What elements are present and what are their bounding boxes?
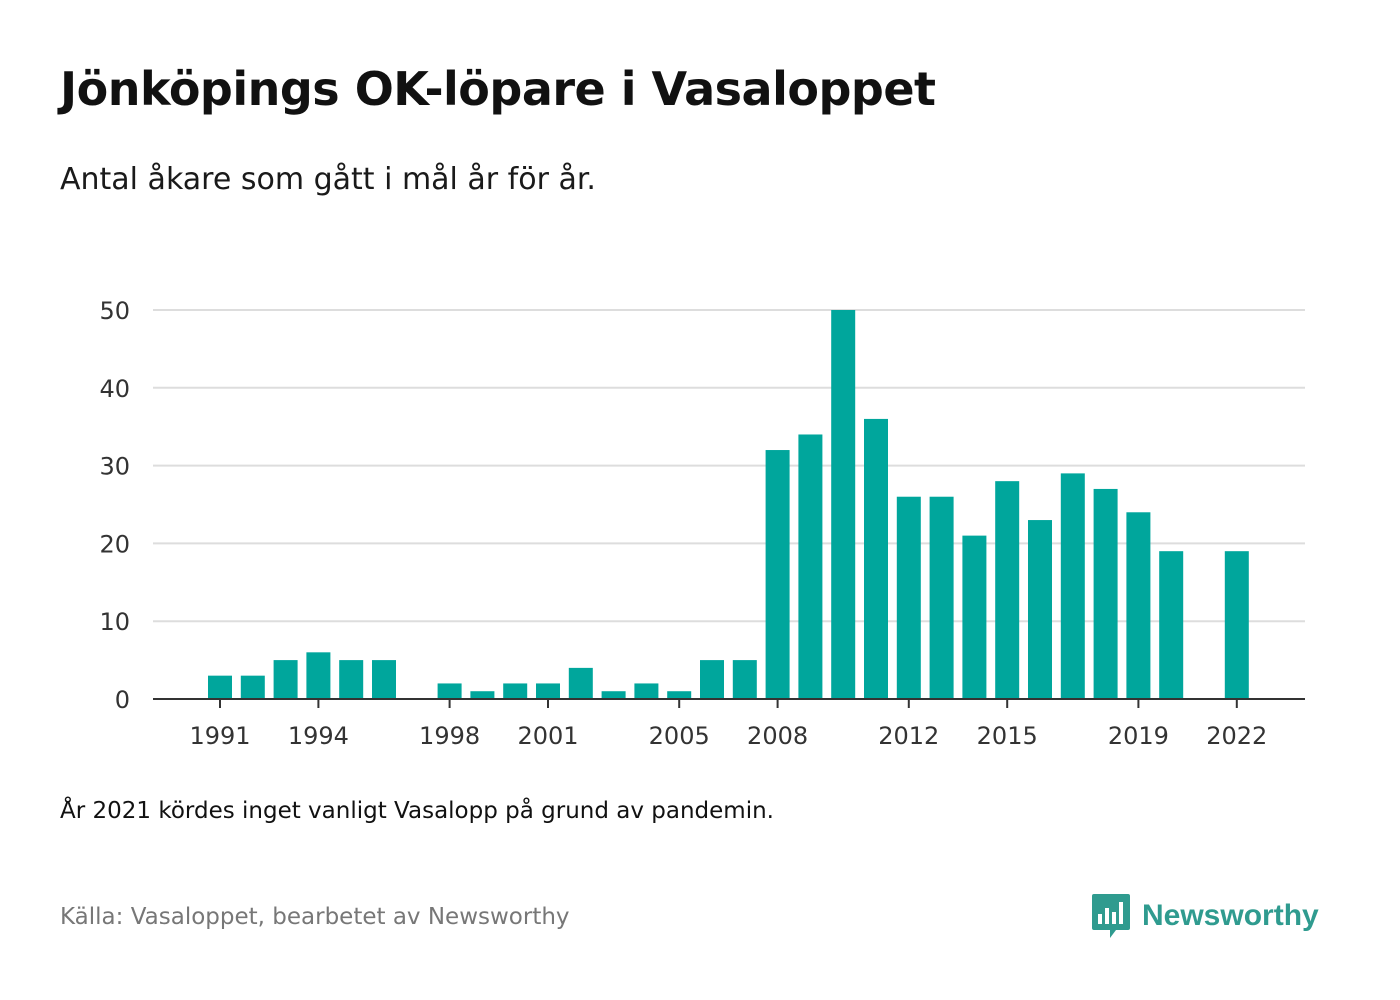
bar-2017 (1060, 473, 1085, 699)
bar-1996 (372, 660, 396, 699)
bar-2015 (995, 481, 1020, 699)
bar-1991 (208, 675, 232, 699)
x-tick-label: 2005 (649, 722, 710, 750)
y-tick-label: 30 (99, 453, 130, 481)
footnote: År 2021 kördes inget vanligt Vasalopp på… (60, 798, 774, 824)
x-tick-label: 2019 (1108, 722, 1169, 750)
chart-subtitle: Antal åkare som gått i mål år för år. (60, 162, 596, 197)
x-tick-label: 1991 (189, 722, 250, 750)
x-tick-label: 1994 (288, 722, 349, 750)
y-tick-label: 10 (99, 608, 130, 636)
y-axis-ticks: 0 10 20 30 40 50 (99, 297, 130, 714)
bar-2016 (1028, 520, 1052, 699)
x-tick-label: 1998 (419, 722, 480, 750)
bar-2012 (896, 496, 921, 699)
bar-2001 (536, 683, 560, 699)
x-tick-label: 2012 (878, 722, 939, 750)
x-tick-label: 2001 (517, 722, 578, 750)
bar-1999 (470, 691, 495, 699)
bar-2003 (601, 691, 626, 699)
y-tick-label: 40 (99, 375, 130, 403)
bar-2009 (798, 434, 823, 699)
bar-1998 (437, 683, 462, 699)
x-axis-ticks: 1991 1994 1998 2001 2005 2008 2012 2015 2019 2022 (189, 699, 1267, 750)
bar-2002 (568, 667, 593, 699)
bar-2004 (634, 683, 659, 699)
y-tick-label: 50 (99, 297, 130, 325)
chart-title: Jönköpings OK-löpare i Vasaloppet (60, 62, 936, 116)
y-tick-label: 0 (115, 686, 130, 714)
newsworthy-logo: Newsworthy (1090, 892, 1319, 940)
bar-1992 (240, 675, 265, 699)
x-tick-label: 2008 (747, 722, 808, 750)
y-tick-label: 20 (99, 530, 130, 558)
bar-2013 (929, 496, 954, 699)
bar-1995 (339, 660, 364, 699)
bar-2010 (831, 310, 856, 699)
bar-2000 (503, 683, 528, 699)
source-note: Källa: Vasaloppet, bearbetet av Newswort… (60, 904, 570, 930)
bar-2022 (1224, 551, 1249, 699)
newsworthy-chart-logo-icon (1092, 894, 1130, 938)
bar-1994 (306, 652, 331, 699)
bar-2014 (962, 535, 987, 699)
bar-2006 (700, 660, 724, 699)
bar-2011 (864, 418, 888, 699)
bar-2020 (1159, 551, 1184, 699)
bar-2019 (1126, 512, 1151, 699)
bar-2008 (765, 450, 790, 699)
bars (208, 310, 1249, 699)
bar-1993 (273, 660, 298, 699)
bar-2007 (732, 660, 757, 699)
bar-2018 (1093, 488, 1118, 699)
logo-text: Newsworthy (1142, 899, 1319, 932)
bar-2005 (667, 691, 692, 699)
x-tick-label: 2022 (1206, 722, 1267, 750)
x-tick-label: 2015 (977, 722, 1038, 750)
